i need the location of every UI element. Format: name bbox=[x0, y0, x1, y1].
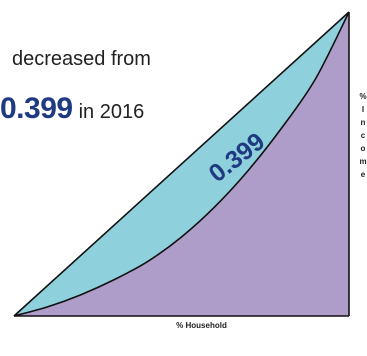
equality-line bbox=[13, 11, 350, 317]
y-axis-label-char: n bbox=[360, 118, 366, 127]
y-axis-label-char: I bbox=[361, 105, 365, 114]
headline-line-1: decreased from bbox=[12, 48, 151, 70]
y-axis-label-char: o bbox=[360, 144, 366, 153]
y-axis-label-char: e bbox=[360, 170, 366, 179]
gini-value: 0.399 bbox=[0, 92, 73, 125]
x-axis-label: % Household bbox=[176, 321, 227, 330]
y-axis-label-char: c bbox=[360, 131, 366, 140]
lorenz-curve bbox=[13, 11, 350, 317]
headline-line-2: 0.399 in 2016 bbox=[0, 92, 144, 126]
y-axis-label-char: m bbox=[359, 157, 367, 166]
below-curve-area bbox=[14, 12, 349, 316]
y-axis-label-char: % bbox=[359, 92, 367, 101]
headline-year-text: in 2016 bbox=[78, 101, 145, 123]
